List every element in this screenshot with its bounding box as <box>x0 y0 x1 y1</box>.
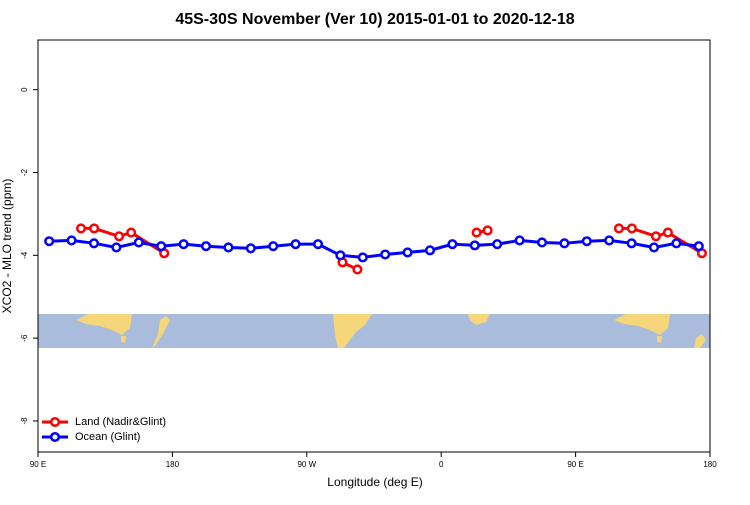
africa <box>468 314 490 325</box>
y-tick-label: 0 <box>20 87 29 92</box>
data-point <box>178 239 189 250</box>
data-point <box>89 223 100 234</box>
data-point <box>626 223 637 234</box>
data-point <box>114 231 125 242</box>
data-point <box>559 238 570 249</box>
data-point <box>88 238 100 249</box>
new-zealand <box>152 316 170 348</box>
australia <box>614 314 670 335</box>
chart-title: 45S-30S November (Ver 10) 2015-01-01 to … <box>175 11 574 28</box>
legend-marker <box>49 416 61 428</box>
y-tick-label: -4 <box>20 251 29 259</box>
data-point <box>447 239 458 250</box>
data-point <box>469 240 480 251</box>
data-point <box>156 241 167 252</box>
data-point <box>471 227 482 238</box>
x-axis-label: Longitude (deg E) <box>327 475 422 489</box>
x-tick-label: 90 W <box>297 460 316 469</box>
data-point <box>662 227 673 238</box>
data-point <box>66 235 77 246</box>
data-point <box>335 250 346 261</box>
map-strip <box>38 314 710 348</box>
ocean-band <box>38 314 710 348</box>
data-point <box>648 242 660 253</box>
y-axis-label: XCO2 - MLO trend (ppm) <box>0 179 14 314</box>
data-point <box>312 239 324 250</box>
data-point <box>380 249 391 260</box>
x-tick-label: 90 E <box>30 460 46 469</box>
x-tick-label: 0 <box>439 460 444 469</box>
data-point <box>650 231 661 242</box>
data-point <box>514 235 525 246</box>
data-point <box>357 252 368 263</box>
australia <box>76 314 132 335</box>
legend-marker <box>49 431 61 443</box>
data-point <box>626 238 637 249</box>
data-point <box>111 242 122 253</box>
tasmania <box>657 336 662 343</box>
data-point <box>75 223 87 234</box>
y-tick-label: -8 <box>20 417 29 425</box>
legend-label: Land (Nadir&Glint) <box>75 416 166 428</box>
data-point <box>223 242 234 253</box>
data-point <box>402 247 413 258</box>
data-point <box>581 236 592 247</box>
data-point <box>693 241 704 252</box>
data-point <box>613 223 624 234</box>
y-tick-label: -6 <box>20 334 29 342</box>
data-point <box>536 237 548 248</box>
data-point <box>133 237 144 248</box>
new-zealand <box>694 334 706 348</box>
south-america <box>333 314 372 348</box>
tasmania <box>121 336 126 343</box>
data-point <box>424 245 436 256</box>
data-point <box>492 239 503 250</box>
data-point <box>482 225 493 236</box>
plot-frame <box>37 39 711 453</box>
data-point <box>290 239 301 250</box>
data-point <box>671 238 682 249</box>
data-point <box>352 264 363 275</box>
data-point <box>44 236 55 247</box>
data-point <box>245 243 256 254</box>
x-tick-label: 180 <box>703 460 717 469</box>
x-tick-label: 180 <box>166 460 180 469</box>
x-tick-label: 90 E <box>567 460 583 469</box>
data-point <box>604 235 615 246</box>
data-point <box>200 241 212 252</box>
y-tick-label: -2 <box>20 168 29 176</box>
legend-label: Ocean (Glint) <box>75 431 140 443</box>
data-point <box>268 241 279 252</box>
data-point <box>126 227 137 238</box>
